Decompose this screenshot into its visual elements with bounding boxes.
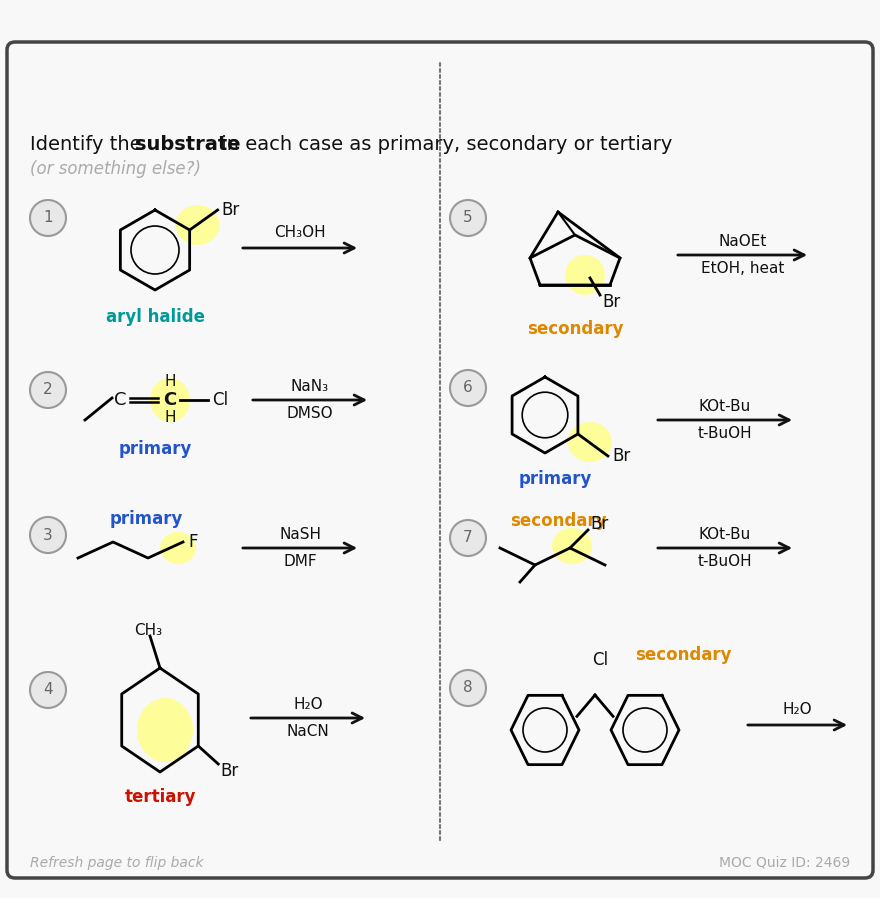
Text: Br: Br (590, 515, 608, 533)
Text: Refresh page to flip back: Refresh page to flip back (30, 856, 203, 870)
Ellipse shape (552, 528, 592, 564)
Circle shape (30, 372, 66, 408)
Text: H₂O: H₂O (782, 702, 812, 717)
Text: C: C (164, 391, 177, 409)
Text: 1: 1 (43, 210, 53, 225)
Circle shape (450, 370, 486, 406)
Text: F: F (188, 533, 197, 551)
Text: secondary: secondary (527, 320, 623, 338)
Text: 2: 2 (43, 383, 53, 398)
Text: KOt-Bu: KOt-Bu (699, 399, 752, 414)
Text: Cl: Cl (212, 391, 228, 409)
Text: 3: 3 (43, 527, 53, 542)
Text: in each case as primary, secondary or tertiary: in each case as primary, secondary or te… (215, 135, 672, 154)
Ellipse shape (176, 205, 220, 245)
Text: NaSH: NaSH (279, 527, 321, 542)
Text: substrate: substrate (135, 135, 240, 154)
Ellipse shape (150, 378, 190, 422)
Text: secondary: secondary (635, 646, 731, 664)
Text: 6: 6 (463, 381, 473, 395)
Text: primary: primary (118, 440, 192, 458)
Text: secondary: secondary (510, 512, 606, 530)
Text: NaN₃: NaN₃ (291, 379, 329, 394)
Circle shape (450, 670, 486, 706)
Text: tertiary: tertiary (124, 788, 195, 806)
Text: Identify the: Identify the (30, 135, 148, 154)
Text: primary: primary (518, 470, 591, 488)
Ellipse shape (160, 532, 196, 564)
Text: 7: 7 (463, 531, 473, 545)
Text: primary: primary (110, 510, 183, 528)
Ellipse shape (137, 698, 193, 762)
Circle shape (450, 200, 486, 236)
Text: CH₃OH: CH₃OH (275, 225, 326, 240)
Text: NaCN: NaCN (287, 724, 329, 739)
Text: DMF: DMF (283, 554, 317, 569)
Text: C: C (114, 391, 126, 409)
FancyBboxPatch shape (7, 42, 873, 878)
Circle shape (30, 517, 66, 553)
Circle shape (30, 672, 66, 708)
Text: H₂O: H₂O (293, 697, 323, 712)
Text: t-BuOH: t-BuOH (698, 554, 752, 569)
Text: 4: 4 (43, 682, 53, 698)
Text: NaOEt: NaOEt (718, 234, 766, 249)
Text: (or something else?): (or something else?) (30, 160, 201, 178)
Text: 8: 8 (463, 681, 473, 695)
Text: Cl: Cl (592, 651, 608, 669)
Text: DMSO: DMSO (287, 406, 334, 421)
Circle shape (450, 520, 486, 556)
Text: MOC Quiz ID: 2469: MOC Quiz ID: 2469 (719, 856, 850, 870)
Text: EtOH, heat: EtOH, heat (700, 261, 784, 276)
Text: t-BuOH: t-BuOH (698, 426, 752, 441)
Text: Br: Br (220, 762, 238, 780)
Text: Br: Br (222, 201, 240, 219)
Circle shape (30, 200, 66, 236)
Text: KOt-Bu: KOt-Bu (699, 527, 752, 542)
Text: Br: Br (602, 293, 620, 311)
Ellipse shape (565, 255, 605, 295)
Text: CH₃: CH₃ (134, 623, 162, 638)
Ellipse shape (568, 422, 612, 462)
Text: H: H (165, 410, 176, 426)
Text: aryl halide: aryl halide (106, 308, 204, 326)
Text: H: H (165, 374, 176, 390)
Text: Br: Br (612, 447, 630, 465)
Text: 5: 5 (463, 210, 473, 225)
